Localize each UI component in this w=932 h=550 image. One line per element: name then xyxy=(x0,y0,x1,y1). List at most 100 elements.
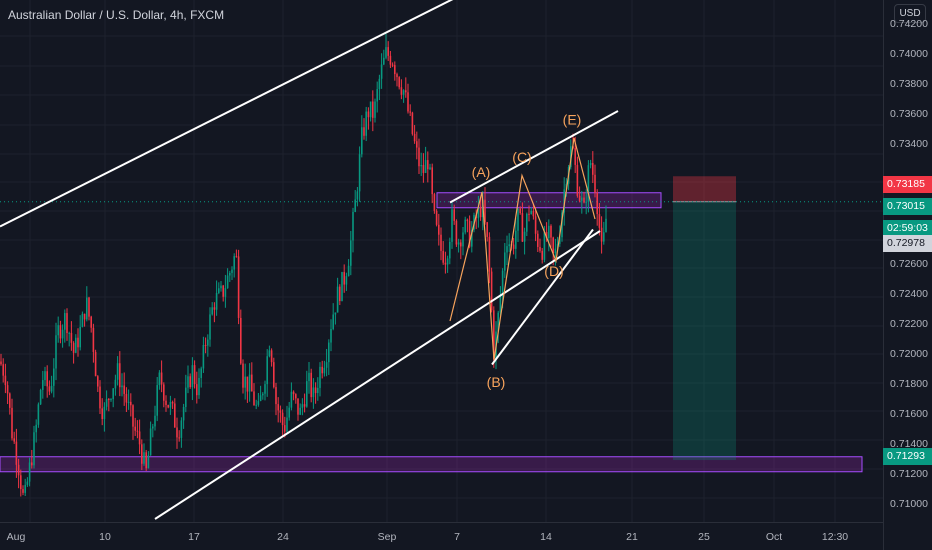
candle-body xyxy=(363,127,365,136)
candle-body xyxy=(462,232,464,247)
candle-body xyxy=(136,430,139,432)
candle-body xyxy=(548,225,550,239)
candle-body xyxy=(508,244,510,247)
candle xyxy=(180,417,183,448)
candle xyxy=(376,81,378,113)
candle-body xyxy=(281,412,284,426)
candle xyxy=(378,74,381,101)
candle-body xyxy=(528,213,530,215)
candle xyxy=(264,380,266,401)
candle-body xyxy=(119,363,121,388)
candle xyxy=(530,207,532,215)
candle-body xyxy=(204,344,207,346)
candle-body xyxy=(427,160,429,170)
candle-body xyxy=(352,211,354,241)
candle-body xyxy=(600,227,603,242)
currency-selector[interactable]: USD xyxy=(894,4,926,23)
candle xyxy=(218,282,220,295)
candle xyxy=(435,209,438,227)
candle xyxy=(317,377,319,401)
candle-body xyxy=(446,258,449,265)
candle-body xyxy=(213,307,216,310)
candle-body xyxy=(193,365,196,385)
candle xyxy=(347,259,350,277)
candle-body xyxy=(592,162,594,175)
candle xyxy=(204,337,207,354)
candle xyxy=(70,321,73,351)
candle-body xyxy=(4,375,7,386)
candle-body xyxy=(303,404,306,407)
candle-body xyxy=(75,337,77,353)
candle-body xyxy=(59,325,62,339)
candle-body xyxy=(277,404,279,411)
candle xyxy=(479,196,482,221)
candle-body xyxy=(255,404,257,406)
candle-body xyxy=(182,406,185,421)
candle xyxy=(506,235,508,265)
candle xyxy=(462,226,464,256)
candle-body xyxy=(112,388,114,400)
candle xyxy=(198,368,200,399)
candle-body xyxy=(0,361,2,365)
candle-body xyxy=(226,275,229,289)
candle xyxy=(31,449,33,469)
candle-body xyxy=(211,307,213,315)
candle-body xyxy=(145,452,147,469)
candle xyxy=(15,428,18,478)
candle-body xyxy=(116,363,119,380)
candle xyxy=(213,302,216,323)
candle-body xyxy=(455,220,458,245)
candle-body xyxy=(545,231,548,239)
candle-body xyxy=(367,111,370,118)
candle xyxy=(61,324,64,348)
candle-body xyxy=(407,92,409,112)
candle-body xyxy=(581,197,583,201)
time-tick-label: 10 xyxy=(99,531,111,543)
channel-upper-line xyxy=(0,0,454,228)
candle xyxy=(222,284,224,302)
candle xyxy=(486,221,488,242)
candle-body xyxy=(244,376,246,388)
candle-body xyxy=(46,371,48,387)
candle-body xyxy=(110,399,112,401)
candle-body xyxy=(24,484,26,493)
candle xyxy=(209,307,211,347)
candle-body xyxy=(66,313,68,334)
candle-body xyxy=(405,90,407,93)
candle-body xyxy=(83,313,86,320)
candle xyxy=(418,138,420,175)
candle-body xyxy=(341,272,343,302)
candle xyxy=(488,232,491,284)
candle xyxy=(46,365,48,398)
candle xyxy=(484,187,486,225)
candle-body xyxy=(383,57,385,65)
candle-body xyxy=(17,464,20,476)
candle-body xyxy=(72,342,75,353)
candle xyxy=(526,212,528,237)
candle-body xyxy=(259,395,262,402)
candle-body xyxy=(504,252,506,271)
time-tick-label: Oct xyxy=(765,531,783,543)
candle xyxy=(226,268,229,289)
candle-body xyxy=(229,272,231,276)
candle xyxy=(136,420,139,439)
candle-body xyxy=(114,379,117,389)
candle-body xyxy=(207,339,209,346)
candle xyxy=(400,79,403,100)
candle xyxy=(242,359,244,394)
candle-body xyxy=(101,408,103,420)
candle-body xyxy=(552,237,554,254)
candle xyxy=(105,390,108,411)
candle xyxy=(301,398,304,416)
candle xyxy=(449,237,451,265)
candle-body xyxy=(48,386,51,392)
candle xyxy=(24,478,26,497)
candle-body xyxy=(64,313,66,330)
candle-body xyxy=(347,265,350,277)
candle-body xyxy=(174,403,176,428)
candle xyxy=(202,336,205,373)
candle xyxy=(466,218,469,233)
candle xyxy=(116,356,119,386)
candle-body xyxy=(486,222,488,237)
